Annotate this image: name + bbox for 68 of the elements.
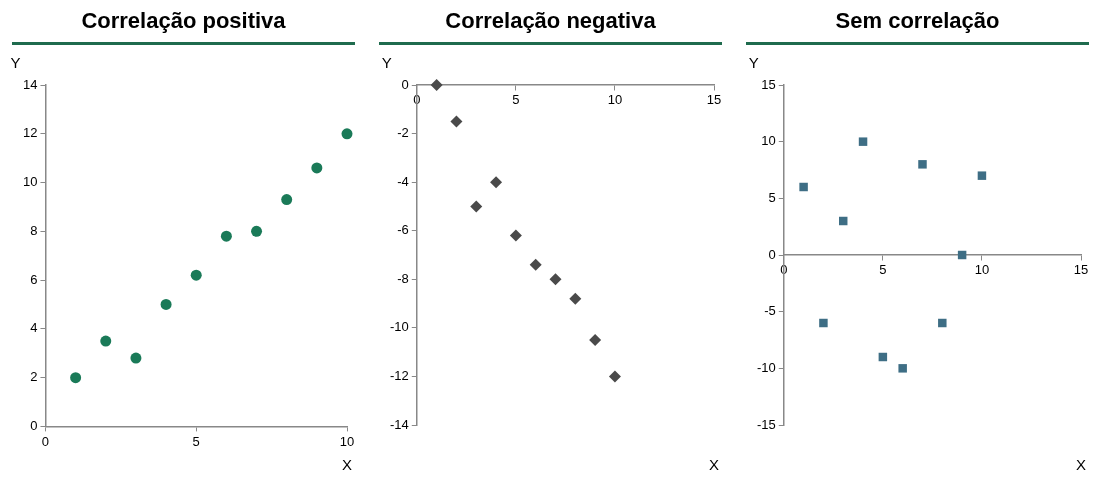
x-tick-label: 5 — [192, 433, 200, 449]
chart-title: Sem correlação — [746, 8, 1089, 45]
point — [589, 334, 602, 346]
point — [509, 229, 522, 242]
y-axis-title: Y — [748, 53, 759, 71]
y-tick-label: -15 — [756, 416, 776, 432]
y-tick-label: 0 — [768, 246, 776, 262]
y-tick-label: 5 — [768, 189, 776, 205]
point — [281, 194, 293, 206]
y-tick-label: 12 — [22, 125, 38, 141]
x-axis-title: X — [341, 455, 353, 473]
y-tick-label: -5 — [764, 303, 776, 319]
y-tick-label: 14 — [22, 76, 38, 92]
x-tick-label: 10 — [974, 262, 990, 278]
x-tick-label: 0 — [41, 433, 50, 449]
point — [341, 128, 353, 140]
y-tick-label: -6 — [397, 222, 409, 238]
point — [160, 298, 172, 310]
x-tick-label: 10 — [607, 92, 623, 108]
y-tick-label: -2 — [397, 125, 409, 141]
x-tick-label: 10 — [339, 433, 355, 449]
point — [608, 370, 621, 383]
x-tick-label: 5 — [879, 262, 887, 278]
point — [100, 335, 112, 347]
point — [938, 318, 947, 328]
y-tick-label: 10 — [22, 174, 38, 190]
y-axis-title: Y — [381, 53, 392, 71]
point — [311, 162, 323, 174]
point — [569, 292, 582, 305]
point — [898, 364, 907, 373]
y-tick-label: 8 — [30, 222, 38, 238]
chart-title: Correlação positiva — [12, 8, 355, 45]
point — [430, 79, 443, 91]
point — [251, 225, 263, 237]
point — [70, 372, 82, 384]
y-tick-label: -8 — [397, 270, 409, 286]
y-tick-label: 0 — [30, 417, 38, 433]
point — [529, 258, 542, 271]
x-axis-title: X — [1075, 455, 1087, 473]
point — [450, 115, 463, 128]
point — [490, 176, 503, 189]
point — [918, 160, 927, 169]
x-axis-title: X — [708, 455, 720, 473]
point — [799, 182, 808, 192]
y-tick-label: 0 — [401, 76, 409, 92]
x-tick-label: 15 — [706, 92, 722, 108]
point — [470, 200, 483, 213]
y-tick-label: -4 — [397, 173, 409, 189]
y-tick-label: -12 — [389, 368, 409, 384]
y-tick-label: 10 — [761, 133, 776, 149]
point — [130, 352, 142, 364]
chart-title: Correlação negativa — [379, 8, 722, 45]
y-tick-label: -10 — [389, 319, 409, 335]
y-tick-label: -10 — [756, 359, 776, 375]
y-tick-label: 15 — [761, 76, 776, 92]
y-tick-label: -14 — [389, 416, 409, 432]
y-tick-label: 2 — [30, 369, 38, 385]
point — [819, 318, 828, 328]
y-axis-title: Y — [10, 53, 21, 71]
point — [549, 273, 562, 286]
x-tick-label: 5 — [512, 92, 520, 108]
y-tick-label: 6 — [30, 271, 38, 287]
point — [190, 269, 202, 281]
y-tick-label: 4 — [30, 320, 38, 336]
point — [220, 230, 232, 242]
point — [858, 137, 868, 146]
point — [977, 171, 987, 180]
x-tick-label: 15 — [1073, 262, 1089, 278]
